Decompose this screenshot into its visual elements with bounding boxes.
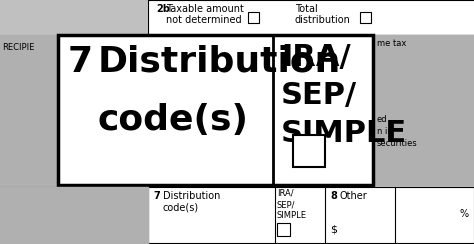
Bar bbox=[373, 35, 474, 187]
Text: 2b: 2b bbox=[156, 4, 170, 14]
Text: SIMPLE: SIMPLE bbox=[277, 211, 307, 220]
Text: Distribution: Distribution bbox=[98, 45, 341, 79]
Bar bbox=[0, 187, 148, 244]
Bar bbox=[248, 12, 259, 23]
Bar bbox=[0, 35, 58, 187]
Text: distribution: distribution bbox=[295, 15, 351, 25]
Text: n in: n in bbox=[377, 127, 393, 136]
Text: Taxable amount: Taxable amount bbox=[166, 4, 244, 14]
Text: SIMPLE: SIMPLE bbox=[281, 119, 407, 148]
Bar bbox=[293, 135, 325, 167]
Text: 8: 8 bbox=[330, 191, 337, 201]
Text: 7: 7 bbox=[153, 191, 160, 201]
Bar bbox=[0, 35, 474, 187]
Bar bbox=[0, 0, 148, 35]
Text: Total: Total bbox=[295, 4, 318, 14]
Bar bbox=[0, 187, 474, 244]
Text: securities: securities bbox=[377, 139, 418, 148]
Text: SEP/: SEP/ bbox=[281, 81, 357, 110]
Bar bbox=[58, 35, 373, 185]
Text: not determined: not determined bbox=[166, 15, 242, 25]
Bar bbox=[0, 187, 148, 244]
Bar bbox=[148, 187, 474, 244]
Text: me tax: me tax bbox=[377, 39, 406, 48]
Bar bbox=[148, 0, 474, 35]
Text: $: $ bbox=[330, 225, 337, 235]
Text: SEP/: SEP/ bbox=[277, 200, 295, 209]
Text: code(s): code(s) bbox=[163, 203, 199, 213]
Text: IRA/: IRA/ bbox=[277, 189, 293, 198]
Text: RECIPIE: RECIPIE bbox=[2, 43, 35, 52]
Text: Other: Other bbox=[340, 191, 368, 201]
Text: 7: 7 bbox=[68, 45, 93, 79]
Text: Distribution: Distribution bbox=[163, 191, 220, 201]
Text: code(s): code(s) bbox=[98, 103, 249, 137]
Bar bbox=[360, 12, 371, 23]
Bar bbox=[277, 223, 290, 236]
Text: ed: ed bbox=[377, 115, 388, 124]
Text: %: % bbox=[460, 209, 469, 219]
Text: IRA/: IRA/ bbox=[281, 43, 351, 72]
